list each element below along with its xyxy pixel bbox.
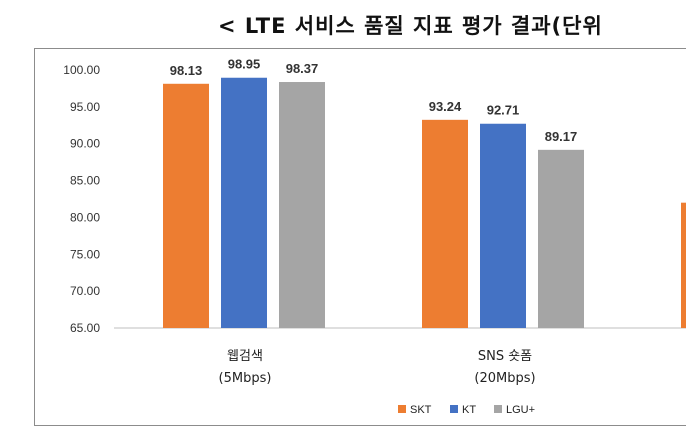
bar-skt [163,83,209,328]
bar-lguplus [279,82,325,328]
category-label: SNS 숏폼 [478,349,532,364]
legend-swatch-skt [398,405,406,413]
category-label: 웹검색 [227,349,263,364]
legend-swatch-kt [450,405,458,413]
y-tick-label: 95.00 [70,100,100,114]
y-tick-label: 90.00 [70,137,100,151]
bar-kt [480,123,526,328]
data-label: 98.13 [170,63,203,78]
chart-frame [34,48,686,426]
legend-label: KT [462,404,476,416]
y-tick-label: 85.00 [70,174,100,188]
chart-title: < LTE 서비스 품질 지표 평가 결과(단위 [218,14,603,38]
bar-lguplus [538,149,584,328]
y-tick-label: 70.00 [70,284,100,298]
y-tick-label: 65.00 [70,321,100,335]
bar-skt [422,119,468,328]
data-label: 98.95 [228,57,261,72]
data-label: 89.17 [545,129,578,144]
category-sublabel: (20Mbps) [474,371,535,386]
data-label: 98.37 [286,61,319,76]
legend-swatch-lguplus [494,405,502,413]
data-label: 93.24 [429,99,462,114]
legend-label: SKT [410,404,432,416]
legend-label: LGU+ [506,404,535,416]
y-tick-label: 100.00 [63,63,100,77]
category-sublabel: (5Mbps) [219,371,272,386]
bar-skt [681,202,686,328]
y-tick-label: 75.00 [70,247,100,261]
bar-kt [221,77,267,329]
data-label: 92.71 [487,103,520,118]
y-tick-label: 80.00 [70,210,100,224]
